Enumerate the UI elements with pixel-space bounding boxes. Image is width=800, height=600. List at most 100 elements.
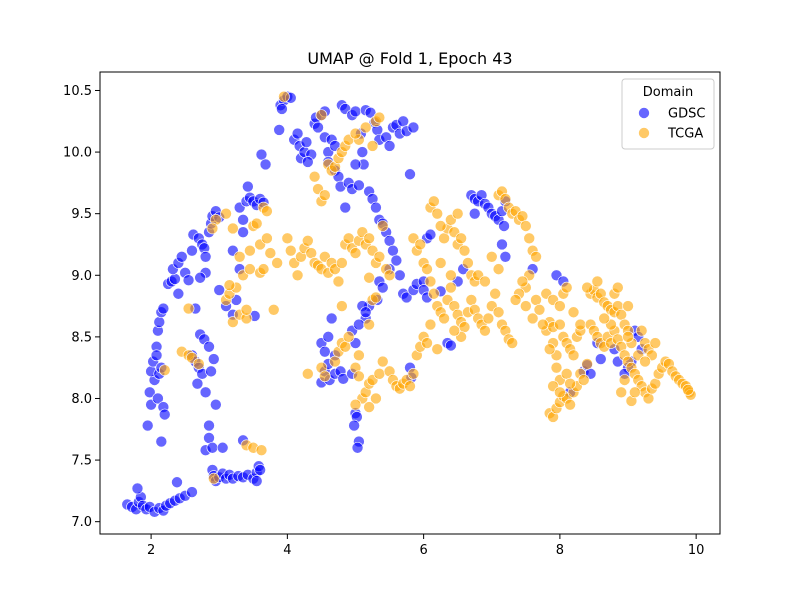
point-tcga-216 — [574, 318, 587, 331]
y-axis: 7.0 7.5 8.0 8.5 9.0 9.5 10.0 10.5 — [63, 84, 100, 530]
point-tcga-214 — [560, 281, 573, 294]
point-gdsc-68 — [207, 353, 220, 365]
x-tick-label-6: 6 — [419, 543, 427, 558]
point-gdsc-165 — [339, 201, 352, 214]
point-gdsc-145 — [356, 146, 369, 158]
point-tcga-163 — [462, 257, 474, 269]
point-gdsc-174 — [390, 254, 403, 267]
point-tcga-28 — [227, 222, 239, 235]
point-tcga-146 — [479, 324, 491, 337]
point-gdsc-18 — [171, 476, 183, 489]
point-tcga-198 — [533, 303, 546, 316]
point-tcga-170 — [451, 207, 464, 220]
point-tcga-220 — [543, 343, 556, 356]
point-gdsc-94 — [213, 284, 226, 296]
point-tcga-238 — [554, 386, 566, 399]
point-tcga-56 — [342, 232, 355, 245]
point-gdsc-143 — [349, 105, 362, 118]
point-gdsc-196 — [322, 331, 335, 343]
point-gdsc-64 — [191, 377, 204, 390]
point-tcga-150 — [492, 306, 505, 319]
point-tcga-149 — [489, 287, 501, 300]
point-gdsc-161 — [349, 158, 362, 171]
point-tcga-85 — [359, 121, 372, 134]
point-gdsc-44 — [182, 274, 195, 287]
point-gdsc-108 — [242, 180, 254, 193]
point-tcga-35 — [255, 444, 268, 457]
legend: Domain GDSC TCGA — [621, 78, 715, 150]
point-tcga-38 — [281, 232, 294, 245]
point-gdsc-153 — [383, 140, 396, 152]
point-tcga-171 — [485, 250, 498, 263]
point-tcga-168 — [434, 220, 447, 232]
point-tcga-4 — [192, 358, 205, 370]
point-tcga-155 — [434, 257, 447, 269]
point-tcga-142 — [465, 294, 478, 306]
point-tcga-69 — [308, 170, 321, 183]
point-tcga-53 — [332, 275, 345, 288]
point-tcga-19 — [233, 250, 246, 263]
point-gdsc-17 — [186, 486, 198, 498]
point-tcga-186 — [516, 210, 529, 222]
point-tcga-282 — [682, 384, 694, 396]
x-tick-label-2: 2 — [147, 543, 155, 558]
point-gdsc-21 — [143, 386, 156, 399]
point-tcga-154 — [506, 337, 519, 349]
point-tcga-86 — [315, 109, 328, 121]
point-tcga-37 — [278, 90, 290, 103]
point-gdsc-159 — [407, 121, 420, 134]
point-tcga-196 — [520, 300, 532, 312]
point-tcga-68 — [383, 269, 396, 282]
point-tcga-161 — [455, 232, 467, 245]
legend-title: Domain — [643, 85, 693, 100]
point-gdsc-178 — [376, 281, 389, 294]
point-tcga-93 — [339, 340, 352, 353]
point-gdsc-19 — [141, 419, 154, 432]
point-gdsc-148 — [364, 106, 377, 119]
point-tcga-156 — [438, 232, 450, 245]
point-tcga-14 — [244, 263, 256, 275]
point-tcga-123 — [363, 271, 375, 284]
point-gdsc-164 — [353, 179, 365, 192]
point-tcga-0 — [158, 364, 171, 376]
point-tcga-82 — [366, 140, 379, 152]
point-tcga-195 — [509, 294, 522, 306]
point-gdsc-233 — [496, 238, 508, 251]
point-gdsc-45 — [186, 244, 198, 257]
point-tcga-16 — [257, 263, 270, 275]
point-tcga-286 — [635, 324, 648, 337]
point-gdsc-90 — [254, 464, 266, 476]
point-tcga-90 — [329, 355, 341, 368]
point-tcga-188 — [523, 232, 536, 245]
point-tcga-27 — [261, 205, 273, 218]
point-tcga-293 — [639, 355, 651, 368]
point-gdsc-42 — [175, 250, 188, 263]
point-gdsc-202 — [353, 318, 365, 331]
point-tcga-129 — [421, 263, 433, 275]
point-tcga-117 — [349, 398, 362, 411]
point-tcga-118 — [363, 401, 375, 413]
legend-marker-tcga — [638, 127, 650, 139]
point-gdsc-213 — [424, 228, 437, 241]
point-gdsc-183 — [400, 291, 413, 304]
legend-label-gdsc: GDSC — [668, 107, 705, 122]
point-tcga-217 — [537, 318, 549, 331]
point-tcga-81 — [373, 111, 386, 124]
y-tick-label-10.5: 10.5 — [63, 84, 92, 99]
point-gdsc-204 — [359, 306, 372, 319]
point-tcga-227 — [564, 398, 576, 411]
point-gdsc-120 — [291, 127, 304, 140]
point-tcga-115 — [421, 337, 433, 349]
point-gdsc-168 — [370, 201, 382, 214]
point-gdsc-197 — [319, 345, 331, 358]
point-gdsc-71 — [210, 398, 222, 411]
point-gdsc-160 — [404, 168, 416, 181]
point-gdsc-69 — [205, 365, 217, 378]
point-gdsc-172 — [383, 234, 396, 247]
y-tick-label-9.0: 9.0 — [71, 269, 92, 284]
point-gdsc-75 — [206, 441, 219, 454]
point-tcga-134 — [438, 312, 450, 325]
point-tcga-235 — [560, 368, 573, 380]
point-tcga-102 — [373, 368, 386, 380]
point-tcga-89 — [319, 370, 331, 383]
